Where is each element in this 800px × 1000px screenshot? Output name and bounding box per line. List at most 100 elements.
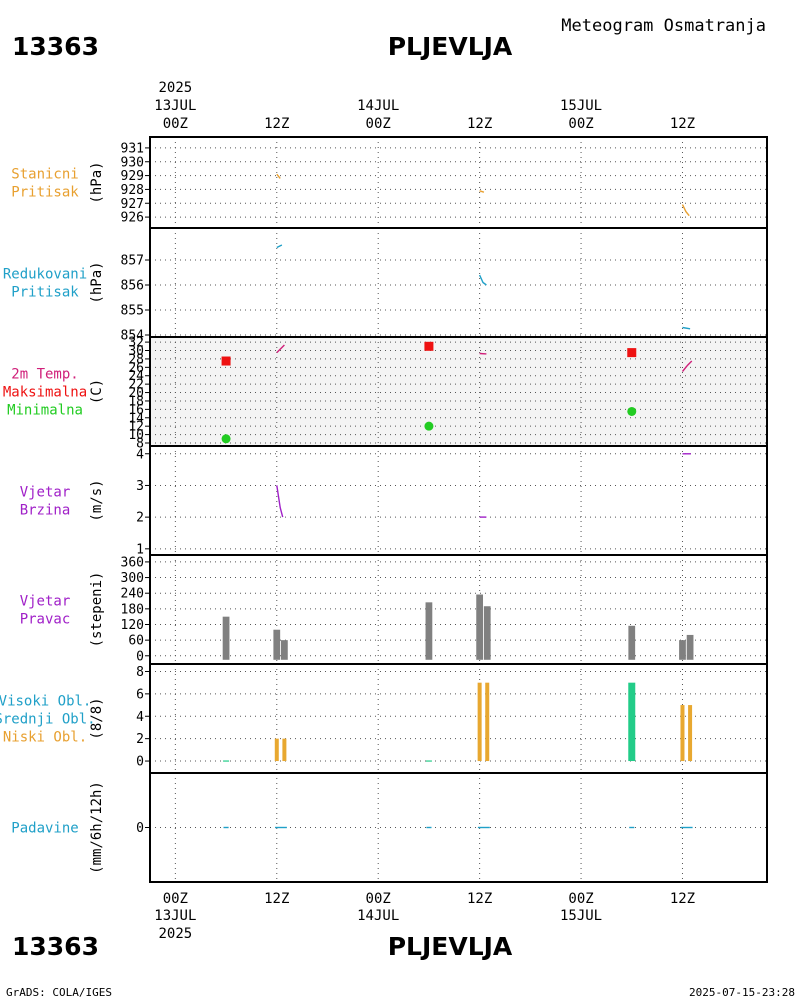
date-label-bottom: 13JUL	[154, 908, 196, 924]
y-tick-label: 927	[121, 197, 144, 212]
y-axis-unit: (stepeni)	[89, 572, 105, 648]
y-axis-unit: (8/8)	[89, 697, 105, 739]
y-axis-unit: (hPa)	[89, 261, 105, 303]
date-label-top: 15JUL	[560, 98, 602, 114]
y-tick-label: 300	[121, 571, 144, 586]
tmin-marker	[221, 434, 231, 444]
y-tick-label: 857	[121, 254, 144, 269]
station-pressure-segment	[681, 204, 690, 217]
time-tick-label-bottom: 12Z	[264, 891, 289, 907]
time-tick-label-top: 00Z	[568, 116, 593, 132]
low-cloud-bar	[485, 682, 490, 762]
y-tick-label: 6	[136, 687, 144, 702]
render-timestamp: 2025-07-15-23:28	[689, 986, 795, 999]
y-axis-unit: (m/s)	[89, 479, 105, 521]
wind-direction-bar	[686, 634, 694, 660]
station-name-top: PLJEVLJA	[388, 32, 513, 61]
panel-label: 2m Temp.	[11, 367, 78, 383]
grads-credit: GrADS: COLA/IGES	[6, 986, 112, 999]
panel-frame	[149, 554, 768, 665]
y-tick-label: 0	[136, 821, 144, 836]
station-id-bottom: 13363	[12, 932, 99, 961]
time-tick-label-top: 12Z	[467, 116, 492, 132]
station-name-bottom: PLJEVLJA	[388, 932, 513, 961]
station-pressure-segment	[479, 190, 485, 193]
low-cloud-bar	[477, 682, 482, 762]
panel-label: Maksimalna	[3, 385, 87, 401]
panel-label: Niski Obl.	[3, 730, 87, 746]
panel-label: Pritisak	[11, 285, 79, 301]
reduced-pressure-segment	[478, 274, 487, 286]
panel-label: Pritisak	[11, 185, 79, 201]
y-tick-label: 14	[128, 411, 144, 426]
time-tick-label-bottom: 12Z	[467, 891, 492, 907]
y-tick-label: 855	[121, 304, 144, 319]
panel-frame	[149, 445, 768, 556]
station-pressure-segment	[276, 173, 281, 179]
wind-direction-bar	[222, 616, 230, 660]
y-axis-unit: (mm/6h/12h)	[89, 781, 105, 874]
panel-frame	[149, 136, 768, 229]
y-tick-label: 24	[128, 369, 144, 384]
y-tick-label: 60	[128, 634, 144, 649]
panel-label: Stanicni	[11, 167, 78, 183]
time-tick-label-top: 12Z	[670, 116, 695, 132]
year-label-bottom: 2025	[158, 926, 192, 942]
y-tick-label: 854	[121, 329, 145, 344]
y-tick-label: 0	[136, 755, 144, 770]
y-tick-label: 30	[128, 344, 144, 359]
time-tick-label-bottom: 00Z	[366, 891, 391, 907]
panel-label: Pravac	[20, 612, 71, 628]
panel-label: Vjetar	[20, 485, 71, 501]
time-tick-label-bottom: 00Z	[163, 891, 188, 907]
temperature-segment	[276, 344, 285, 354]
station-id-top: 13363	[12, 32, 99, 61]
tmin-marker	[424, 421, 434, 431]
y-tick-label: 930	[121, 155, 144, 170]
tmax-marker	[627, 348, 637, 358]
panel-background	[150, 337, 767, 446]
chart-subtitle: Meteogram Osmatranja	[561, 16, 766, 36]
low-cloud-bar	[680, 705, 685, 762]
wind-direction-bar	[483, 606, 491, 660]
panel-label: Srednji Obl.	[0, 712, 96, 728]
y-tick-label: 856	[121, 279, 144, 294]
y-tick-label: 18	[128, 394, 144, 409]
time-tick-label-top: 00Z	[366, 116, 391, 132]
tmin-marker	[627, 406, 637, 416]
y-tick-label: 12	[128, 420, 144, 435]
time-tick-label-bottom: 12Z	[670, 891, 695, 907]
panel-label: Redukovani	[3, 267, 87, 283]
y-axis-unit: (C)	[89, 379, 105, 404]
panel-label: Minimalna	[7, 403, 83, 419]
meteogram-panels: 00Z00Z13JUL13JUL12Z12Z00Z00Z14JUL14JUL12…	[0, 80, 768, 942]
wind-direction-bar	[628, 625, 636, 660]
high-cloud-bar	[628, 682, 636, 762]
wind-speed-segment	[276, 485, 284, 518]
y-tick-label: 3	[136, 479, 144, 494]
wind-direction-bar	[679, 640, 686, 660]
panel-label: Padavine	[11, 821, 78, 837]
tmax-marker	[424, 341, 434, 351]
y-tick-label: 360	[121, 555, 144, 570]
panel-label: Vjetar	[20, 594, 71, 610]
low-cloud-bar	[274, 738, 279, 762]
y-tick-label: 26	[128, 361, 144, 376]
wind-direction-bar	[476, 594, 484, 660]
panel-frame	[149, 663, 768, 774]
y-tick-label: 180	[121, 602, 144, 617]
temperature-segment	[681, 360, 693, 372]
y-tick-label: 2	[136, 732, 144, 747]
y-tick-label: 22	[128, 378, 144, 393]
y-tick-label: 926	[121, 211, 144, 226]
date-label-bottom: 14JUL	[357, 908, 399, 924]
panel-label: Visoki Obl.	[0, 694, 91, 710]
y-axis-unit: (hPa)	[89, 161, 105, 203]
panel-label: Brzina	[20, 503, 71, 519]
low-cloud-bar	[282, 738, 287, 762]
reduced-pressure-segment	[682, 326, 691, 330]
y-tick-label: 10	[128, 428, 144, 443]
wind-direction-bar	[425, 602, 433, 660]
